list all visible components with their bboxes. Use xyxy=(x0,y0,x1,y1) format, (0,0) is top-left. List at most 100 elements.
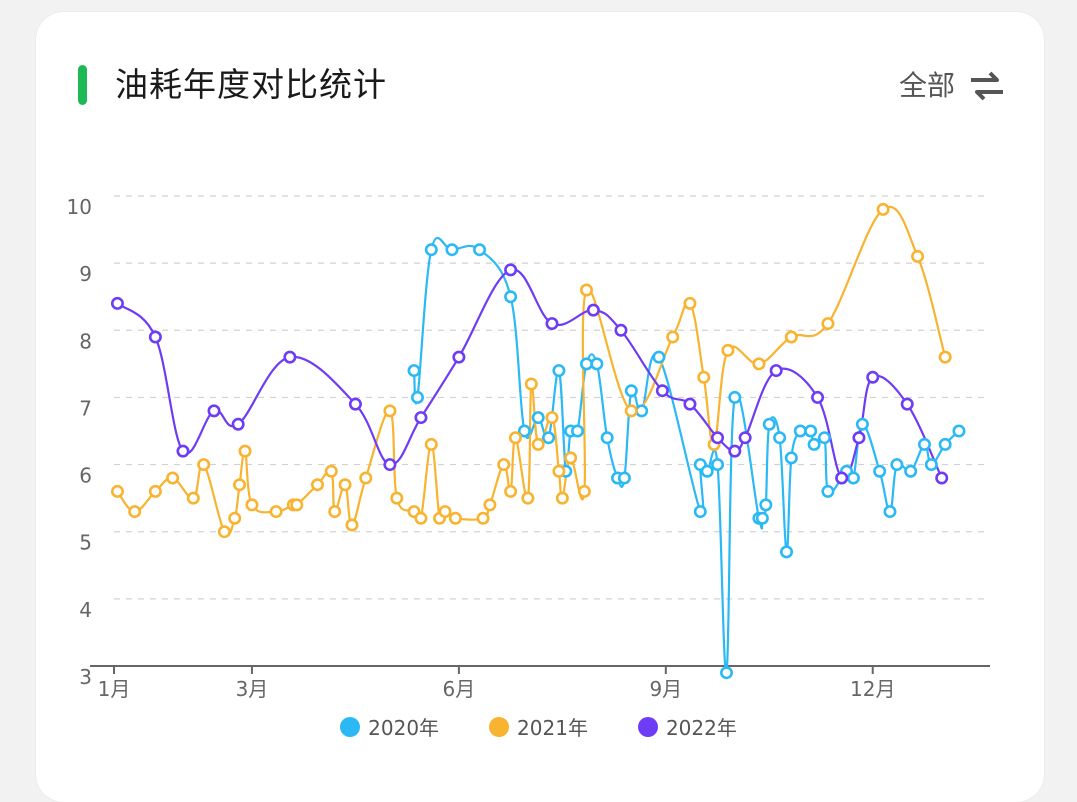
y-tick-label: 4 xyxy=(79,598,92,622)
legend: 2020年 2021年 2022年 xyxy=(0,712,1077,741)
data-point-series-1 xyxy=(700,464,714,478)
data-point-series-1 xyxy=(759,498,773,512)
data-point-series-1 xyxy=(579,357,593,371)
data-point-series-2 xyxy=(911,249,925,263)
legend-item-2[interactable]: 2021年 xyxy=(489,712,588,741)
x-tick-label: 12月 xyxy=(850,677,895,701)
filter-toggle[interactable]: 全部 xyxy=(899,64,1007,108)
y-tick-label: 6 xyxy=(79,464,92,488)
data-point-series-2 xyxy=(290,498,304,512)
data-point-series-3 xyxy=(348,397,362,411)
data-point-series-2 xyxy=(497,458,511,472)
legend-item-3[interactable]: 2022年 xyxy=(637,712,737,741)
data-point-series-1 xyxy=(617,471,631,485)
data-point-series-2 xyxy=(545,411,559,425)
data-point-series-3 xyxy=(866,370,880,384)
data-point-series-3 xyxy=(207,404,221,418)
data-point-series-3 xyxy=(935,471,949,485)
data-point-series-1 xyxy=(883,505,897,519)
data-point-series-2 xyxy=(564,451,578,465)
data-point-series-1 xyxy=(821,484,835,498)
x-tick-label: 6月 xyxy=(443,677,476,701)
legend-label: 2020年 xyxy=(368,716,440,740)
y-tick-label: 7 xyxy=(79,396,92,420)
data-point-series-2 xyxy=(721,343,735,357)
data-point-series-2 xyxy=(110,484,124,498)
data-point-series-2 xyxy=(217,525,231,539)
data-point-series-1 xyxy=(552,364,566,378)
data-point-series-1 xyxy=(473,243,487,257)
data-point-series-2 xyxy=(197,458,211,472)
data-point-series-1 xyxy=(590,357,604,371)
data-point-series-1 xyxy=(711,458,725,472)
data-point-series-2 xyxy=(531,437,545,451)
legend-dot xyxy=(637,716,658,737)
data-point-series-1 xyxy=(624,384,638,398)
data-point-series-3 xyxy=(614,323,628,337)
data-point-series-3 xyxy=(655,384,669,398)
data-point-series-2 xyxy=(683,296,697,310)
data-point-series-1 xyxy=(504,290,518,304)
data-point-series-1 xyxy=(410,390,424,404)
data-point-series-1 xyxy=(938,437,952,451)
data-point-series-2 xyxy=(166,471,180,485)
data-point-series-1 xyxy=(773,431,787,445)
data-point-series-1 xyxy=(445,243,459,257)
data-point-series-1 xyxy=(424,243,438,257)
data-point-series-1 xyxy=(720,666,734,680)
data-point-series-2 xyxy=(521,491,535,505)
data-point-series-1 xyxy=(924,458,938,472)
data-point-series-3 xyxy=(148,330,162,344)
data-point-series-3 xyxy=(452,350,466,364)
data-point-series-3 xyxy=(769,364,783,378)
x-tick-label: 3月 xyxy=(236,677,269,701)
data-point-series-2 xyxy=(697,370,711,384)
chart-title: 油耗年度对比统计 xyxy=(115,65,387,104)
data-point-series-2 xyxy=(508,431,522,445)
data-point-series-1 xyxy=(517,424,531,438)
data-point-series-2 xyxy=(128,505,142,519)
data-point-series-2 xyxy=(245,498,259,512)
data-point-series-2 xyxy=(448,511,462,525)
data-point-series-1 xyxy=(531,411,545,425)
data-point-series-2 xyxy=(328,505,342,519)
x-tick-label: 1月 xyxy=(98,677,131,701)
data-point-series-1 xyxy=(762,417,776,431)
data-point-series-1 xyxy=(652,350,666,364)
data-point-series-2 xyxy=(383,404,397,418)
data-point-series-2 xyxy=(438,505,452,519)
data-point-series-1 xyxy=(728,390,742,404)
chart-card xyxy=(36,12,1044,802)
y-tick-label: 5 xyxy=(79,531,92,555)
data-point-series-1 xyxy=(917,437,931,451)
data-point-series-2 xyxy=(483,498,497,512)
data-point-series-3 xyxy=(835,471,849,485)
data-point-series-1 xyxy=(952,424,966,438)
data-point-series-1 xyxy=(635,404,649,418)
data-point-series-1 xyxy=(890,458,904,472)
data-point-series-2 xyxy=(666,330,680,344)
y-tick-label: 8 xyxy=(79,329,92,353)
data-point-series-2 xyxy=(552,464,566,478)
data-point-series-2 xyxy=(624,404,638,418)
data-point-series-2 xyxy=(324,464,338,478)
legend-dot xyxy=(489,716,510,737)
data-point-series-1 xyxy=(600,431,614,445)
data-point-series-3 xyxy=(683,397,697,411)
data-point-series-2 xyxy=(784,330,798,344)
data-point-series-1 xyxy=(817,431,831,445)
legend-item-1[interactable]: 2020年 xyxy=(340,712,439,741)
data-point-series-2 xyxy=(269,505,283,519)
swap-arrows-icon[interactable] xyxy=(967,66,1007,106)
data-point-series-2 xyxy=(338,478,352,492)
data-point-series-3 xyxy=(283,350,297,364)
data-point-series-1 xyxy=(793,424,807,438)
data-point-series-2 xyxy=(186,491,200,505)
data-point-series-3 xyxy=(586,303,600,317)
data-point-series-2 xyxy=(390,491,404,505)
data-point-series-1 xyxy=(904,464,918,478)
data-point-series-1 xyxy=(846,471,860,485)
data-point-series-2 xyxy=(555,491,569,505)
data-point-series-1 xyxy=(755,511,769,525)
data-point-series-2 xyxy=(310,478,324,492)
